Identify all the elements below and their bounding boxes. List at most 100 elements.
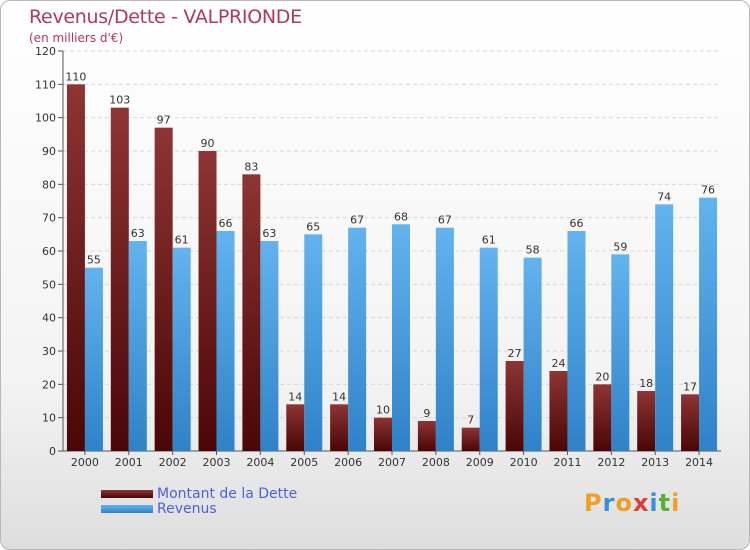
revenue-bar — [216, 231, 235, 451]
x-tick-label: 2010 — [510, 456, 538, 469]
debt-bar — [66, 84, 85, 451]
debt-value-label: 90 — [201, 137, 215, 150]
y-tick-label: 10 — [42, 412, 56, 425]
x-tick-label: 2009 — [466, 456, 494, 469]
logo-letter: r — [602, 489, 616, 517]
revenue-bar — [304, 234, 323, 451]
logo-letter: t — [658, 489, 672, 517]
revenue-bar — [435, 227, 454, 451]
x-tick-label: 2005 — [290, 456, 318, 469]
revenue-bar — [699, 197, 718, 451]
y-tick-label: 100 — [35, 112, 56, 125]
debt-value-label: 18 — [639, 377, 653, 390]
debt-value-label: 110 — [65, 70, 86, 83]
debt-value-label: 14 — [288, 390, 302, 403]
y-tick-label: 120 — [35, 45, 56, 58]
revenue-value-label: 63 — [262, 227, 276, 240]
x-tick-label: 2006 — [334, 456, 362, 469]
y-tick-label: 70 — [42, 212, 56, 225]
x-tick-label: 2003 — [203, 456, 231, 469]
debt-bar — [461, 427, 480, 451]
proxiti-logo[interactable]: Proxiti — [584, 489, 680, 517]
x-tick-label: 2001 — [115, 456, 143, 469]
y-tick-label: 30 — [42, 345, 56, 358]
x-tick-label: 2007 — [378, 456, 406, 469]
legend-item-debt: Montant de la Dette — [101, 486, 421, 503]
revenue-bar — [128, 241, 147, 451]
revenue-value-label: 61 — [482, 234, 496, 247]
x-tick-label: 2002 — [159, 456, 187, 469]
revenue-bar — [172, 247, 191, 451]
revenue-value-label: 67 — [438, 214, 452, 227]
revenue-value-label: 58 — [526, 244, 540, 257]
logo-letter: o — [615, 489, 633, 517]
debt-value-label: 20 — [595, 370, 609, 383]
y-tick-label: 50 — [42, 278, 56, 291]
legend-label-debt: Montant de la Dette — [157, 486, 298, 502]
debt-bar — [549, 371, 568, 451]
debt-bar — [110, 107, 129, 452]
debt-bar — [154, 127, 173, 452]
debt-bar — [417, 421, 436, 451]
debt-value-label: 24 — [551, 357, 565, 370]
logo-letter: i — [671, 489, 681, 517]
revenue-value-label: 67 — [350, 214, 364, 227]
x-tick-label: 2012 — [597, 456, 625, 469]
debt-bar — [198, 151, 217, 451]
debt-value-label: 9 — [423, 407, 430, 420]
debt-value-label: 97 — [157, 114, 171, 127]
y-tick-label: 110 — [35, 78, 56, 91]
revenue-bar — [655, 204, 674, 451]
y-tick-label: 20 — [42, 378, 56, 391]
revenue-value-label: 66 — [569, 217, 583, 230]
y-tick-label: 90 — [42, 145, 56, 158]
revenue-value-label: 63 — [131, 227, 145, 240]
debt-bar — [242, 174, 261, 452]
chart-subtitle: (en milliers d'€) — [29, 31, 124, 45]
revenue-value-label: 59 — [613, 240, 627, 253]
debt-value-label: 103 — [109, 94, 130, 107]
logo-letter: P — [584, 489, 603, 517]
debt-bar — [374, 417, 392, 451]
x-tick-label: 2000 — [71, 456, 99, 469]
debt-bar — [593, 384, 612, 451]
debt-value-label: 17 — [683, 380, 697, 393]
revenue-bar — [611, 254, 630, 451]
revenue-bar — [567, 231, 586, 451]
revenue-bar — [84, 267, 103, 451]
y-tick-label: 60 — [42, 245, 56, 258]
y-tick-label: 0 — [49, 445, 56, 458]
legend-swatch-revenue — [101, 505, 153, 513]
debt-bar — [330, 404, 349, 451]
logo-letter: i — [649, 489, 659, 517]
legend-item-revenue: Revenus — [101, 501, 421, 518]
chart-title: Revenus/Dette - VALPRIONDE — [29, 6, 302, 28]
revenue-bar — [479, 247, 498, 451]
y-tick-label: 80 — [42, 178, 56, 191]
revenue-value-label: 61 — [175, 234, 189, 247]
x-tick-label: 2013 — [641, 456, 669, 469]
revenue-bar — [348, 227, 367, 451]
debt-bar — [286, 404, 305, 451]
debt-value-label: 83 — [244, 160, 258, 173]
debt-value-label: 27 — [508, 347, 522, 360]
revenue-bar — [260, 241, 279, 451]
debt-value-label: 7 — [467, 414, 474, 427]
revenue-bar — [523, 257, 542, 451]
revenue-value-label: 66 — [219, 217, 233, 230]
revenue-value-label: 55 — [87, 254, 101, 267]
revenue-value-label: 68 — [394, 210, 408, 223]
x-tick-label: 2011 — [553, 456, 581, 469]
debt-bar — [637, 391, 656, 451]
revenue-value-label: 65 — [306, 220, 320, 233]
legend-swatch-debt — [101, 490, 153, 498]
debt-bar — [505, 361, 524, 451]
debt-value-label: 14 — [332, 390, 346, 403]
x-tick-label: 2008 — [422, 456, 450, 469]
revenue-bar — [392, 224, 410, 451]
debt-value-label: 10 — [376, 404, 390, 417]
revenue-value-label: 76 — [701, 184, 715, 197]
x-tick-label: 2004 — [246, 456, 274, 469]
